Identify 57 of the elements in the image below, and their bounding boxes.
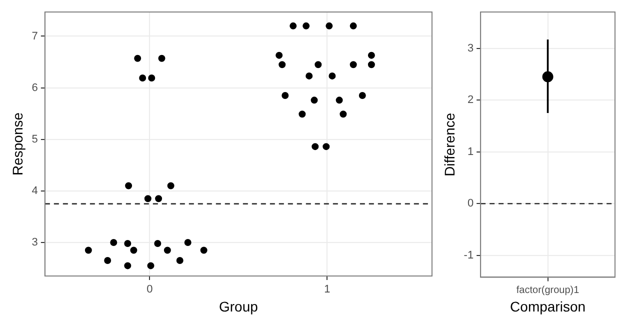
y-tick-label: 6 bbox=[32, 82, 38, 94]
point bbox=[278, 61, 286, 68]
point bbox=[312, 143, 319, 150]
y-tick-label: 2 bbox=[467, 94, 474, 106]
point bbox=[282, 92, 289, 100]
point bbox=[310, 96, 318, 104]
point bbox=[350, 61, 357, 68]
point bbox=[130, 246, 138, 254]
y-tick-label: 4 bbox=[32, 184, 38, 197]
point bbox=[314, 61, 322, 68]
y-tick-label: 3 bbox=[32, 236, 38, 249]
point bbox=[368, 61, 375, 68]
point bbox=[84, 246, 92, 254]
y-tick-label: -1 bbox=[464, 249, 474, 262]
y-tick-label: 5 bbox=[32, 133, 38, 146]
point bbox=[290, 22, 297, 30]
point bbox=[200, 246, 208, 254]
point bbox=[124, 240, 132, 248]
point bbox=[125, 182, 132, 190]
point bbox=[158, 54, 166, 62]
y-axis-title: Response bbox=[9, 112, 26, 176]
y-tick-label: 3 bbox=[467, 42, 474, 54]
point bbox=[154, 240, 162, 248]
point bbox=[302, 22, 310, 30]
point bbox=[104, 257, 112, 264]
x-tick-label: 1 bbox=[324, 284, 330, 296]
point bbox=[167, 182, 174, 190]
point bbox=[326, 22, 333, 30]
point bbox=[368, 52, 375, 59]
point bbox=[358, 92, 366, 100]
point bbox=[139, 74, 146, 82]
point bbox=[144, 195, 152, 202]
point bbox=[155, 195, 162, 202]
point bbox=[336, 96, 343, 104]
point bbox=[124, 262, 132, 270]
point bbox=[147, 262, 154, 270]
point bbox=[340, 110, 347, 118]
x-axis-title: Group bbox=[219, 298, 258, 314]
point bbox=[306, 72, 313, 80]
y-axis-title: Difference bbox=[441, 112, 458, 176]
point bbox=[298, 110, 306, 118]
point bbox=[328, 72, 336, 80]
point bbox=[276, 52, 283, 59]
point bbox=[164, 246, 171, 254]
y-tick-label: 7 bbox=[32, 30, 38, 42]
x-tick-label: 0 bbox=[146, 284, 153, 296]
point bbox=[184, 238, 192, 246]
point bbox=[350, 22, 357, 30]
point bbox=[322, 143, 330, 150]
y-tick-label: 1 bbox=[467, 146, 474, 158]
y-tick-label: 0 bbox=[467, 198, 474, 210]
point bbox=[110, 238, 118, 246]
x-axis-title: Comparison bbox=[510, 298, 586, 314]
point bbox=[134, 54, 142, 62]
point bbox=[176, 257, 184, 264]
x-tick-label: factor(group)1 bbox=[516, 284, 580, 296]
point bbox=[148, 74, 156, 82]
